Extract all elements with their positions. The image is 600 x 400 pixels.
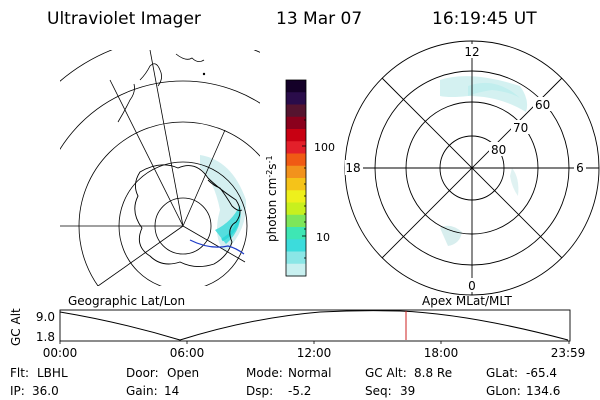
- mlt-label-6: 6: [576, 161, 584, 175]
- status-glon-value: 134.6: [526, 384, 560, 398]
- colorbar-band: [286, 202, 306, 216]
- orbit-x-tick: 18:00: [424, 346, 459, 360]
- mlt-line-diag: [381, 77, 563, 259]
- status-seq-key: Seq:: [365, 384, 392, 398]
- status-glon-key: GLon:: [486, 384, 521, 398]
- geo-meridian: [109, 79, 184, 227]
- colorbar-band: [286, 251, 306, 265]
- instrument-title: Ultraviolet Imager: [47, 9, 201, 29]
- colorbar-band: [286, 178, 306, 191]
- orbit-y-tick-max: 9.0: [36, 310, 55, 324]
- geo-lat-circle: [60, 80, 260, 151]
- mag-aurora-faint: [440, 76, 528, 112]
- status-door-key: Door:: [126, 366, 159, 380]
- status-gain-value: 14: [164, 384, 179, 398]
- orbit-x-tick: 06:00: [170, 346, 205, 360]
- status-ip-key: IP:: [10, 384, 25, 398]
- mlat-label-80: 80: [491, 143, 506, 157]
- orbit-y-axis-label: GC Alt: [9, 308, 23, 346]
- status-door-value: Open: [167, 366, 199, 380]
- mag-aurora-dawn: [510, 168, 519, 196]
- colorbar-tick-100: 100: [314, 141, 335, 154]
- geo-panel-label: Geographic Lat/Lon: [68, 294, 185, 308]
- orbit-x-tick: 23:59: [551, 346, 586, 360]
- mlt-label-0: 0: [468, 279, 476, 293]
- status-flt-value: LBHL: [37, 366, 68, 380]
- colorbar-frame: [285, 79, 307, 277]
- status-ip-value: 36.0: [32, 384, 59, 398]
- time-label: 16:19:45 UT: [432, 9, 537, 29]
- colorbar-unit-label: photon cm-2s-1: [265, 155, 280, 242]
- orbit-x-ticks: [59, 341, 570, 344]
- colorbar-band: [286, 263, 306, 277]
- antarctic-peninsula: [207, 179, 243, 211]
- mlat-label-70: 70: [513, 121, 528, 135]
- status-mode-key: Mode:: [246, 366, 283, 380]
- colorbar-band: [286, 104, 306, 118]
- geo-meridian: [182, 225, 246, 263]
- status-dsp-value: -5.2: [288, 384, 311, 398]
- colorbar-band: [286, 92, 306, 106]
- colorbar-band: [286, 80, 306, 93]
- header: Ultraviolet Imager 13 Mar 07 16:19:45 UT: [47, 9, 537, 29]
- mlt-label-12: 12: [464, 45, 479, 59]
- orbit-plot-frame: [59, 309, 571, 342]
- status-seq-value: 39: [400, 384, 415, 398]
- colorbar: 100 10 photon cm-2s-1: [265, 79, 335, 277]
- mag-aurora-dusk: [440, 225, 462, 246]
- australia-coastline: [175, 53, 205, 62]
- status-glat-value: -65.4: [526, 366, 557, 380]
- colorbar-band: [286, 129, 306, 142]
- geo-meridian: [149, 50, 184, 227]
- status-gain-key: Gain:: [126, 384, 158, 398]
- orbit-x-tick: 00:00: [43, 346, 78, 360]
- geo-meridian: [97, 225, 184, 286]
- status-readout: Flt: LBHL Door: Open Mode: Normal GC Alt…: [10, 366, 560, 398]
- colorbar-band: [286, 116, 306, 130]
- colorbar-band: [286, 227, 306, 240]
- date-label: 13 Mar 07: [276, 9, 362, 29]
- colorbar-band: [286, 141, 306, 155]
- colorbar-gradient: [286, 80, 306, 277]
- magnetic-polar-plot: 12 18 6 0 60 70 80: [344, 40, 600, 296]
- geo-meridian: [182, 129, 226, 227]
- orbit-altitude-curve: [59, 310, 569, 341]
- colorbar-ticks: [302, 119, 306, 259]
- colorbar-tick-10: 10: [316, 231, 330, 244]
- status-glat-key: GLat:: [486, 366, 518, 380]
- status-mode-value: Normal: [288, 366, 331, 380]
- colorbar-band: [286, 239, 306, 253]
- colorbar-band: [286, 214, 306, 228]
- antarctica-coastline: [134, 164, 241, 267]
- colorbar-band: [286, 153, 306, 167]
- colorbar-band: [286, 165, 306, 179]
- status-gcalt-value: 8.8 Re: [414, 366, 452, 380]
- status-flt-key: Flt:: [10, 366, 29, 380]
- mlt-label-18: 18: [345, 161, 360, 175]
- geographic-map: [60, 50, 260, 286]
- status-dsp-key: Dsp:: [246, 384, 273, 398]
- new-zealand-coastline: [117, 63, 162, 123]
- mlat-label-60: 60: [535, 98, 550, 112]
- geo-aurora-oval: [200, 155, 247, 252]
- island-dot: [202, 72, 206, 76]
- status-gcalt-key: GC Alt:: [365, 366, 407, 380]
- orbit-x-tick: 12:00: [297, 346, 332, 360]
- orbit-y-tick-min: 1.8: [36, 330, 55, 344]
- mag-panel-label: Apex MLat/MLT: [422, 294, 512, 308]
- colorbar-band: [286, 190, 306, 204]
- coast-highlight: [189, 239, 245, 255]
- orbit-altitude-plot: GC Alt 9.0 1.8 00:00 06:00 12:00 18:00 2…: [9, 308, 585, 360]
